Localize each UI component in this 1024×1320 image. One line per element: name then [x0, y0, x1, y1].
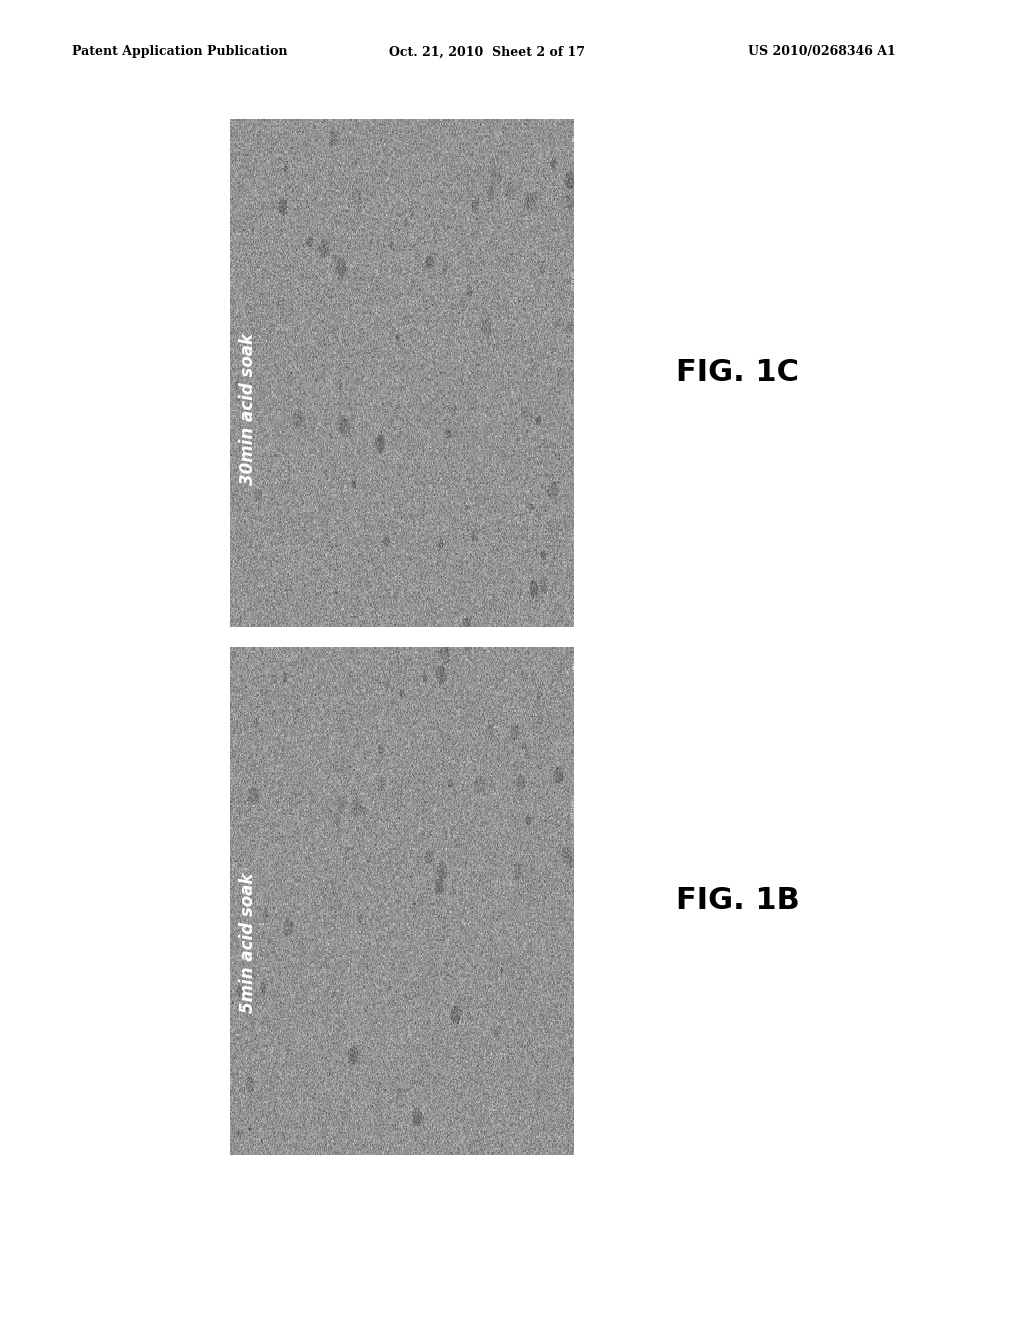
Text: WD: WD — [584, 663, 589, 671]
Text: Pressure: Pressure — [577, 135, 582, 154]
Text: ---: --- — [577, 347, 582, 352]
Text: WD: WD — [584, 135, 589, 143]
Text: SE|11:03:36.40000x: SE|11:03:36.40000x — [591, 372, 596, 422]
Text: Mag: Mag — [600, 135, 605, 144]
Text: 35,36.40000x: 35,36.40000x — [600, 272, 605, 305]
Text: Patent Application Publication: Patent Application Publication — [72, 45, 287, 58]
Text: 5minSoak-wrought: 5minSoak-wrought — [611, 663, 616, 714]
Text: 30min acid soak: 30min acid soak — [239, 333, 257, 484]
Text: 30minSoak-wrought: 30minSoak-wrought — [611, 135, 616, 190]
Text: 35,36.40000x: 35,36.40000x — [600, 799, 605, 833]
Text: HV: HV — [572, 663, 578, 669]
Text: 10.0 kV: 10.0 kV — [572, 799, 578, 818]
Text: Sig|03/12/07|  Mag: Sig|03/12/07| Mag — [591, 663, 596, 709]
Text: SE|10:30:56.40000x: SE|10:30:56.40000x — [591, 900, 596, 950]
Text: 8.7+ mm: 8.7+ mm — [584, 246, 589, 269]
Text: 9.25 mm: 9.25 mm — [584, 774, 589, 796]
Text: 1 μm—: 1 μm— — [621, 135, 626, 154]
Text: US 2010/0268346 A1: US 2010/0268346 A1 — [748, 45, 895, 58]
Text: HV: HV — [572, 135, 578, 141]
Text: Sig|03/12/07|  Mag: Sig|03/12/07| Mag — [591, 135, 596, 181]
Text: FIG. 1C: FIG. 1C — [676, 359, 799, 387]
Bar — [230, 616, 630, 638]
Text: 10.0 kV: 10.0 kV — [572, 272, 578, 290]
Text: Pressure: Pressure — [577, 663, 582, 682]
Text: 1 μm—: 1 μm— — [621, 663, 626, 682]
Text: 5min acid soak: 5min acid soak — [239, 873, 257, 1012]
Text: FIG. 1B: FIG. 1B — [676, 887, 800, 915]
Text: Mag: Mag — [600, 663, 605, 672]
Text: Oct. 21, 2010  Sheet 2 of 17: Oct. 21, 2010 Sheet 2 of 17 — [389, 45, 585, 58]
Text: ---: --- — [577, 875, 582, 880]
